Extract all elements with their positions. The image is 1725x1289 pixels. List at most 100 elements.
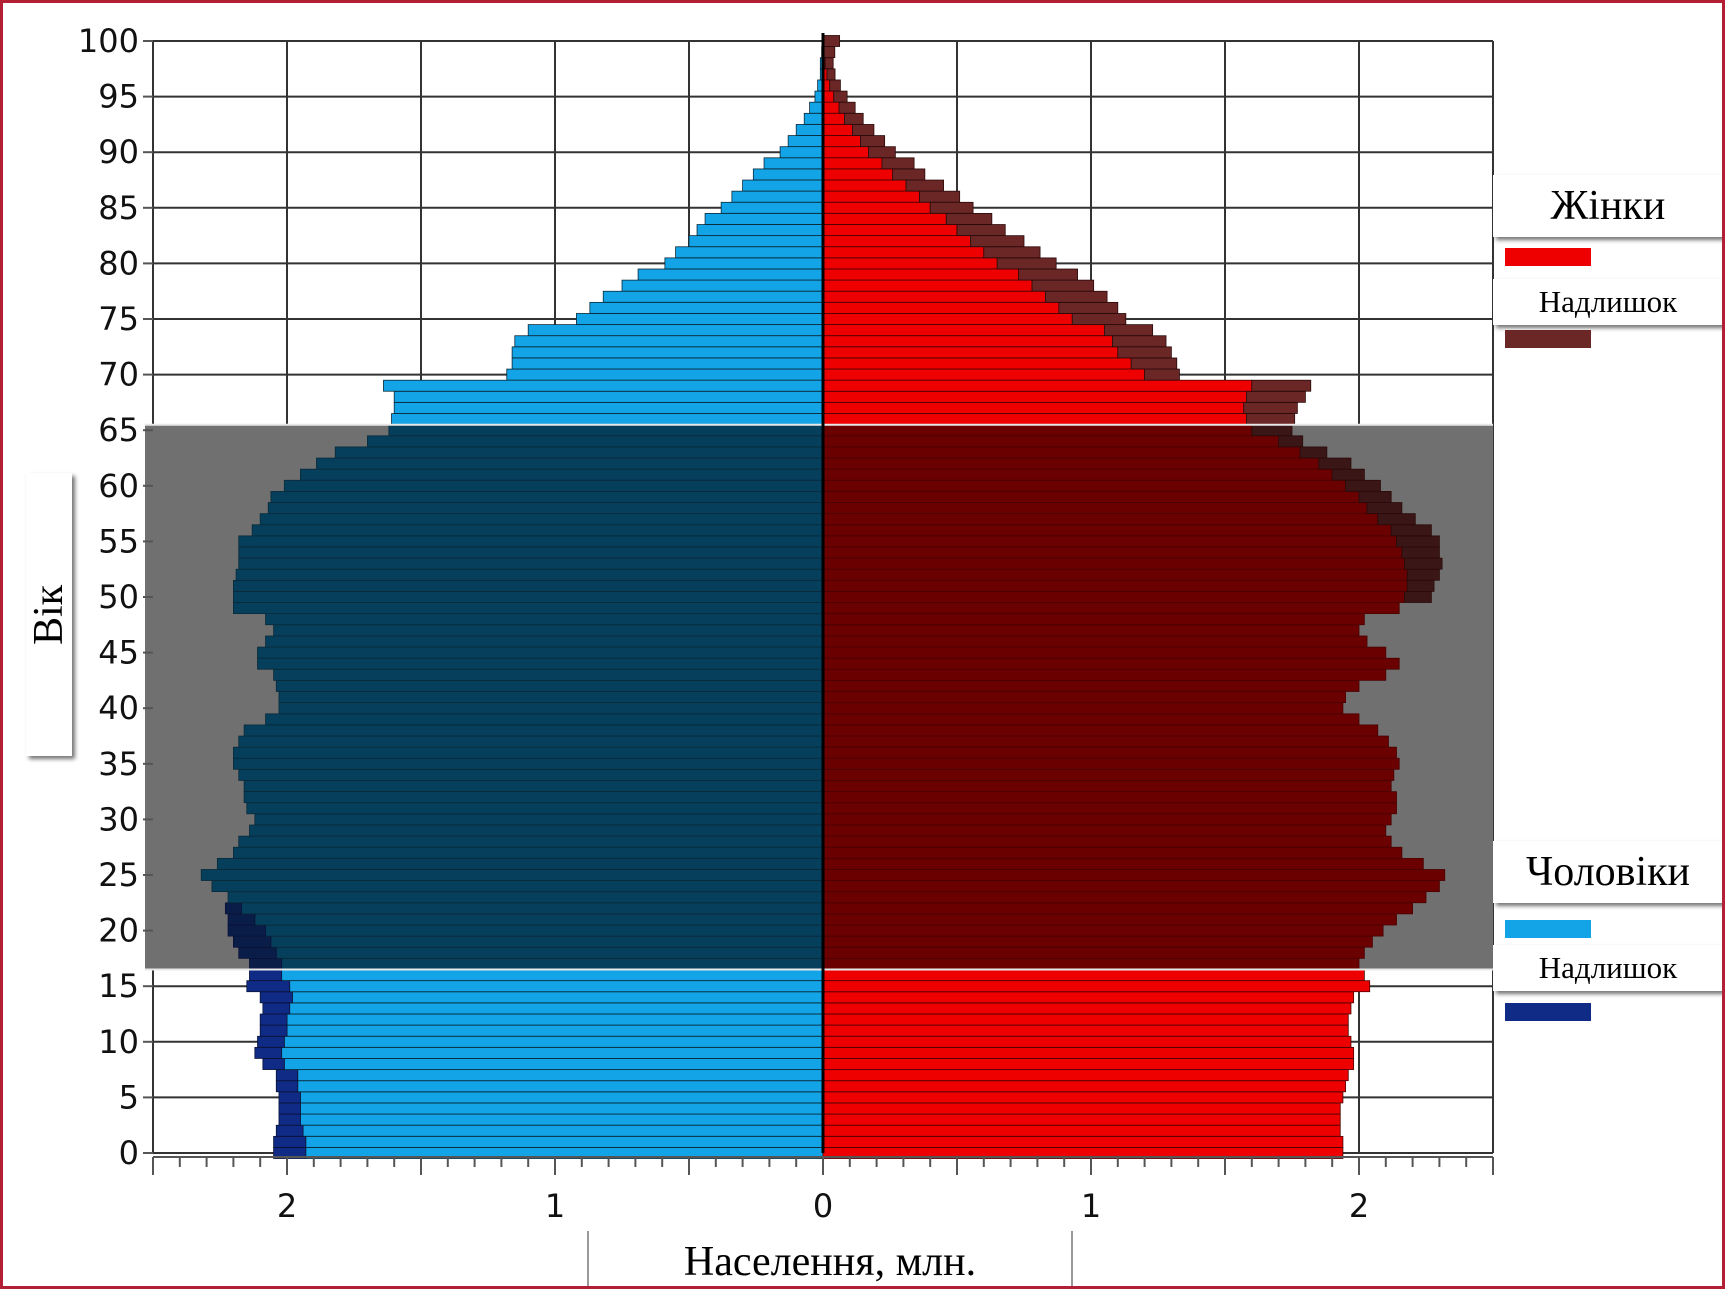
female-bar: [822, 1024, 1349, 1037]
male-bar: [809, 101, 824, 114]
male-excess-bar: [238, 946, 277, 959]
female-excess-bar: [833, 90, 848, 103]
female-excess-bar: [1299, 446, 1328, 459]
female-bar: [822, 1035, 1352, 1048]
female-bar: [822, 791, 1397, 804]
male-bar: [238, 835, 824, 848]
male-excess-bar: [257, 1035, 285, 1048]
female-bar: [822, 90, 835, 103]
x-axis-label-box: Населення, млн.: [587, 1231, 1073, 1286]
female-bar: [822, 479, 1346, 492]
female-bar: [822, 802, 1397, 815]
female-excess-bar: [1117, 346, 1172, 359]
male-bar: [511, 357, 824, 370]
male-excess-bar: [278, 1091, 301, 1104]
female-excess-bar: [852, 124, 875, 136]
female-bar: [822, 946, 1365, 959]
y-tick-label: 60: [98, 467, 139, 505]
female-bar: [822, 413, 1247, 425]
female-bar: [822, 980, 1371, 993]
male-bar: [527, 324, 824, 337]
female-bar: [822, 735, 1389, 748]
male-bar: [243, 780, 824, 792]
female-excess-bar: [1031, 279, 1095, 292]
female-bar: [822, 524, 1392, 537]
female-bar: [822, 457, 1320, 470]
male-bar: [235, 568, 824, 581]
y-tick-label: 35: [98, 745, 139, 783]
female-bar: [822, 1069, 1349, 1082]
male-bar: [232, 846, 824, 859]
male-bar: [270, 491, 824, 503]
female-bar: [822, 1058, 1355, 1070]
y-axis-label: Вік: [26, 584, 72, 645]
female-bar: [822, 646, 1387, 659]
female-bar: [822, 1135, 1344, 1148]
male-bar: [232, 591, 824, 603]
male-bar: [232, 746, 824, 759]
legend-female-excess-swatch: [1505, 330, 1591, 348]
male-bar: [273, 668, 824, 681]
male-excess-bar: [224, 902, 242, 915]
female-bar: [822, 680, 1360, 692]
female-bar: [822, 969, 1365, 981]
y-tick-label: 20: [98, 912, 139, 950]
female-excess-bar: [892, 168, 926, 181]
y-tick-label: 25: [98, 856, 139, 894]
female-bar: [822, 713, 1360, 726]
male-excess-bar: [249, 958, 283, 970]
y-tick-label: 90: [98, 133, 139, 171]
female-bar: [822, 613, 1365, 626]
female-bar: [822, 746, 1397, 759]
male-bar: [238, 769, 824, 781]
male-bar: [265, 713, 824, 726]
male-bar: [283, 479, 824, 492]
male-bar: [576, 313, 824, 325]
female-bar: [822, 691, 1346, 703]
male-bar: [216, 857, 824, 870]
female-excess-bar: [1358, 491, 1392, 503]
male-bar: [246, 802, 824, 815]
male-bar: [283, 1035, 824, 1048]
female-bar: [822, 924, 1384, 937]
female-bar: [822, 579, 1408, 592]
female-excess-bar: [1130, 357, 1178, 370]
male-bar: [297, 1069, 824, 1082]
female-excess-bar: [826, 68, 836, 81]
female-bar: [822, 290, 1046, 303]
legend-male-swatch: [1505, 920, 1591, 938]
male-bar: [393, 390, 824, 403]
female-bar: [822, 1091, 1344, 1104]
male-excess-bar: [227, 924, 266, 937]
male-bar: [621, 279, 824, 292]
female-bar: [822, 635, 1368, 648]
female-bar: [822, 813, 1392, 826]
female-excess-bar: [1104, 324, 1154, 337]
y-tick-label: 70: [98, 356, 139, 394]
male-bar: [589, 301, 824, 314]
y-tick-label: 15: [98, 967, 139, 1005]
female-excess-bar: [1018, 268, 1079, 281]
male-bar: [305, 1135, 824, 1148]
female-bar: [822, 268, 1020, 281]
female-bar: [822, 1080, 1346, 1093]
male-bar: [803, 112, 824, 125]
y-tick-label: 55: [98, 522, 139, 560]
female-bar: [822, 1102, 1341, 1115]
male-bar: [243, 724, 824, 737]
male-excess-bar: [262, 1058, 285, 1070]
female-bar: [822, 101, 840, 114]
male-excess-bar: [254, 1047, 283, 1059]
male-excess-bar: [227, 913, 256, 926]
female-bar: [822, 313, 1073, 325]
male-bar: [763, 157, 824, 170]
female-excess-bar: [996, 257, 1057, 270]
female-bar: [822, 379, 1253, 392]
male-bar: [275, 680, 824, 692]
female-excess-bar: [1045, 290, 1108, 303]
female-bar: [822, 468, 1333, 481]
y-axis-label-box: Вік: [26, 473, 72, 756]
female-excess-bar: [1246, 390, 1306, 403]
female-excess-bar: [1366, 502, 1403, 514]
male-bar: [514, 335, 824, 348]
